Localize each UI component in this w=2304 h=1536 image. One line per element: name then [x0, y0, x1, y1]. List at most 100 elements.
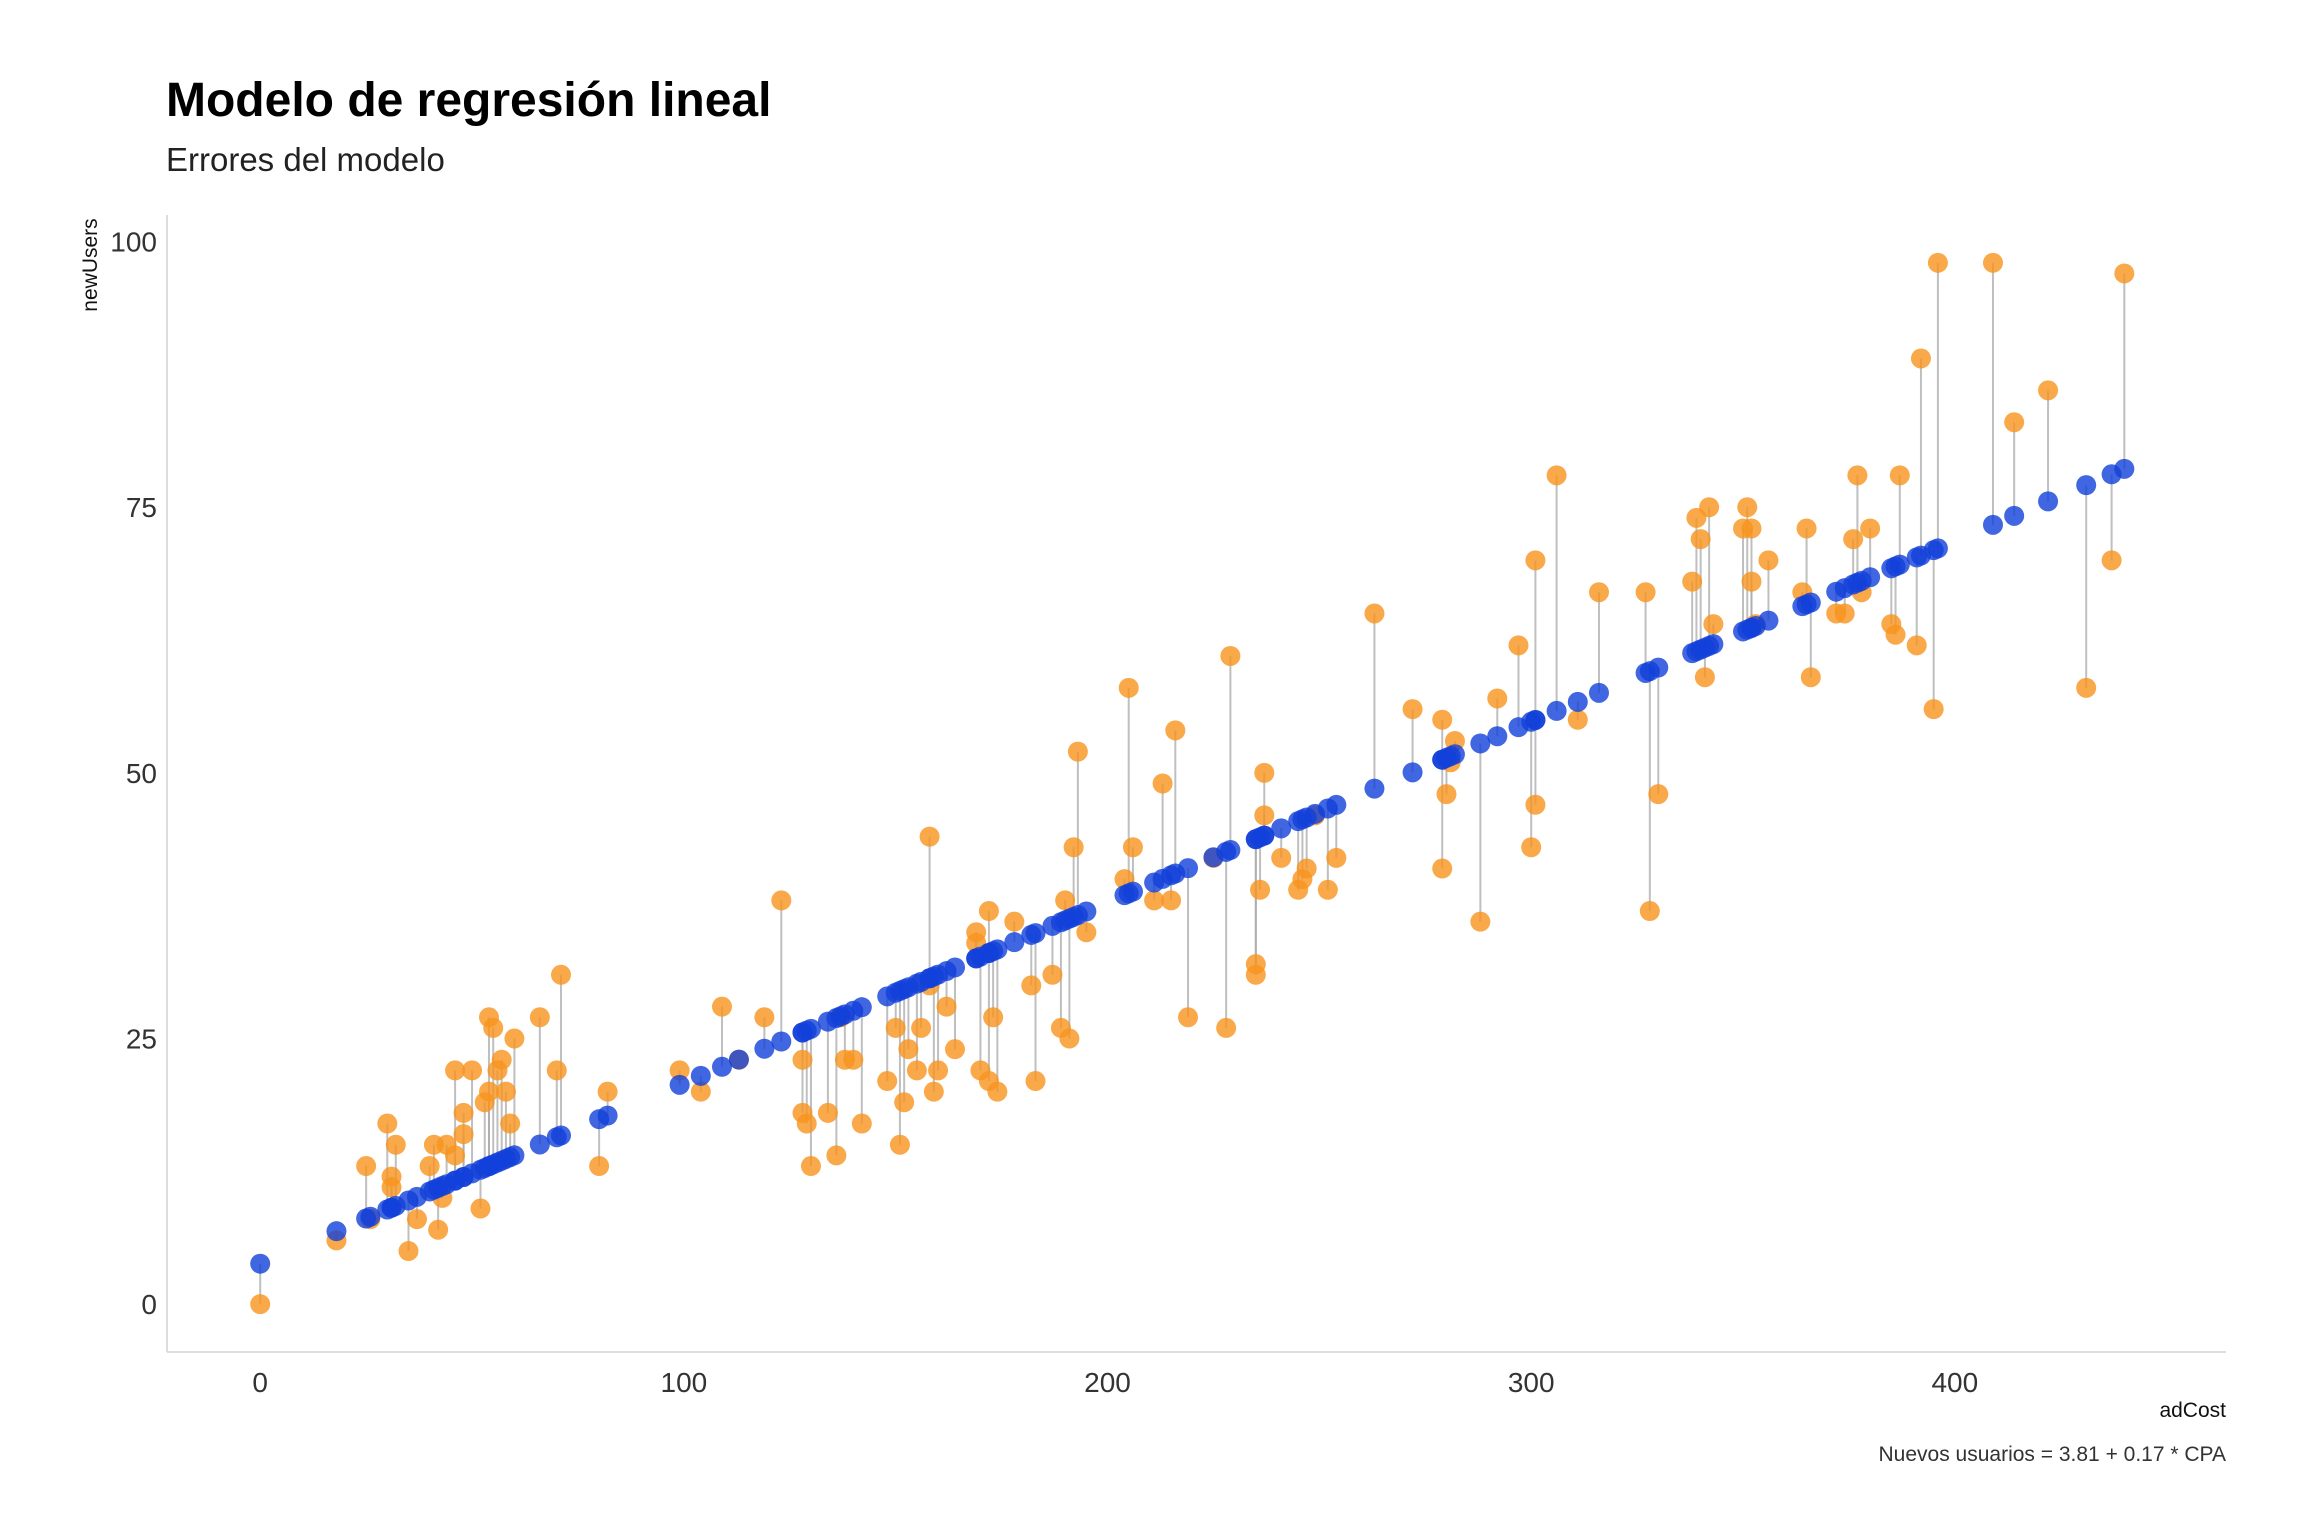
fitted-point	[1444, 744, 1465, 765]
observed-point	[1067, 741, 1088, 762]
observed-point	[669, 1060, 690, 1081]
fitted-point	[1567, 691, 1588, 712]
observed-point	[817, 1102, 838, 1123]
observed-point	[1059, 1028, 1080, 1049]
observed-point	[1982, 252, 2003, 273]
observed-point	[1521, 837, 1542, 858]
x-tick-labels: 0 100 200 300 400	[252, 1367, 1978, 1398]
fitted-point	[1076, 901, 1097, 922]
observed-point	[1796, 518, 1817, 539]
fitted-point	[1703, 634, 1724, 655]
fitted-point	[1364, 778, 1385, 799]
fitted-point	[551, 1125, 572, 1146]
observed-point	[978, 901, 999, 922]
fitted-point	[1470, 733, 1491, 754]
observed-point	[877, 1071, 898, 1092]
y-tick-labels: 0 25 50 75 100	[110, 227, 157, 1321]
observed-point	[1025, 1071, 1046, 1092]
fitted-point	[1860, 567, 1881, 588]
observed-point	[792, 1049, 813, 1070]
x-tick-label: 200	[1084, 1367, 1131, 1398]
fitted-points	[250, 458, 2135, 1274]
observed-point	[1254, 762, 1275, 783]
observed-point	[936, 996, 957, 1017]
observed-point	[1436, 784, 1457, 805]
observed-point	[1326, 847, 1347, 868]
y-tick-label: 50	[126, 758, 157, 789]
observed-point	[529, 1007, 550, 1028]
observed-point	[1834, 603, 1855, 624]
fitted-point	[754, 1038, 775, 1059]
observed-point	[754, 1007, 775, 1028]
x-axis-label: adCost	[2159, 1399, 2226, 1422]
observed-point	[885, 1017, 906, 1038]
observed-point	[1122, 837, 1143, 858]
observed-point	[250, 1294, 271, 1315]
fitted-point	[250, 1253, 271, 1274]
y-tick-label: 75	[126, 492, 157, 523]
observed-point	[1508, 635, 1529, 656]
observed-point	[1800, 667, 1821, 688]
observed-point	[1741, 571, 1762, 592]
fitted-point	[987, 939, 1008, 960]
fitted-point	[851, 997, 872, 1018]
fitted-point	[597, 1105, 618, 1126]
observed-point	[1690, 529, 1711, 550]
observed-point	[1220, 645, 1241, 666]
observed-point	[711, 996, 732, 1017]
observed-point	[1021, 975, 1042, 996]
fitted-point	[504, 1145, 525, 1166]
observed-point	[1254, 805, 1275, 826]
y-tick-label: 25	[126, 1024, 157, 1055]
observed-point	[889, 1134, 910, 1155]
observed-point	[381, 1177, 402, 1198]
observed-point	[945, 1039, 966, 1060]
observed-point	[1889, 465, 1910, 486]
observed-point	[419, 1156, 440, 1177]
observed-point	[983, 1007, 1004, 1028]
observed-point	[2114, 263, 2135, 284]
fitted-point	[1800, 592, 1821, 613]
observed-point	[1245, 954, 1266, 975]
observed-point	[385, 1134, 406, 1155]
observed-point	[898, 1039, 919, 1060]
observed-point	[1055, 890, 1076, 911]
observed-point	[1144, 890, 1165, 911]
x-tick-label: 300	[1508, 1367, 1555, 1398]
fitted-point	[669, 1074, 690, 1095]
observed-point	[1885, 624, 1906, 645]
observed-point	[398, 1241, 419, 1262]
chart-title: Modelo de regresión lineal	[166, 74, 771, 127]
observed-point	[470, 1198, 491, 1219]
fitted-point	[1648, 657, 1669, 678]
y-axis-label: newUsers	[79, 218, 102, 311]
observed-point	[1216, 1017, 1237, 1038]
observed-point	[1432, 709, 1453, 730]
observed-point	[1152, 773, 1173, 794]
fitted-point	[1402, 762, 1423, 783]
fitted-point	[2076, 475, 2097, 496]
observed-point	[1042, 964, 1063, 985]
observed-point	[923, 1081, 944, 1102]
observed-point	[2038, 380, 2059, 401]
fitted-point	[326, 1221, 347, 1242]
observed-point	[589, 1156, 610, 1177]
observed-point	[1567, 709, 1588, 730]
fitted-point	[728, 1049, 749, 1070]
fitted-point	[2114, 458, 2135, 479]
fitted-point	[1889, 554, 1910, 575]
fitted-point	[1004, 932, 1025, 953]
observed-point	[478, 1081, 499, 1102]
observed-point	[1694, 667, 1715, 688]
fitted-point	[2004, 505, 2025, 526]
fitted-point	[711, 1056, 732, 1077]
x-tick-label: 100	[661, 1367, 708, 1398]
observed-point	[928, 1060, 949, 1081]
observed-point	[800, 1156, 821, 1177]
observed-point	[1758, 550, 1779, 571]
fitted-point	[1271, 818, 1292, 839]
observed-point	[356, 1156, 377, 1177]
observed-point	[906, 1060, 927, 1081]
observed-point	[1588, 582, 1609, 603]
observed-point	[1063, 837, 1084, 858]
